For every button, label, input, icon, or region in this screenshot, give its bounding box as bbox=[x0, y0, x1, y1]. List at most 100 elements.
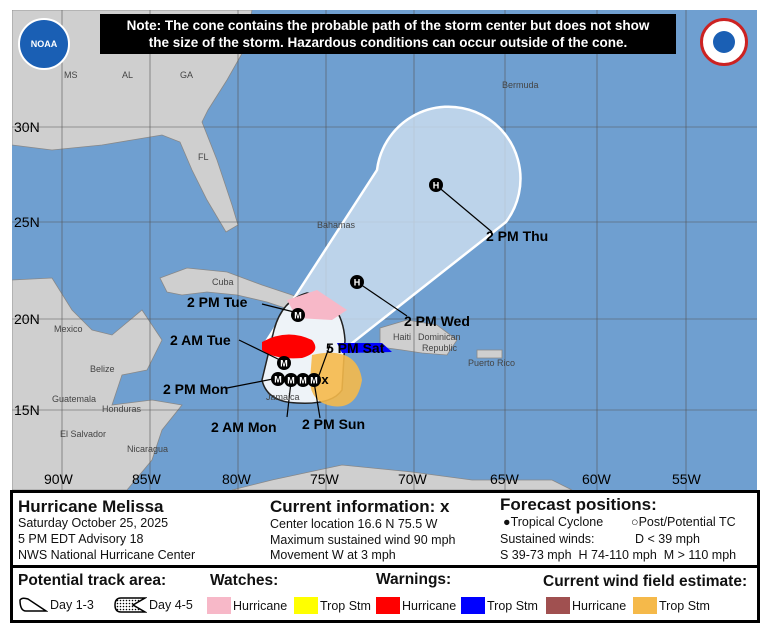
svg-text:AL: AL bbox=[122, 70, 133, 80]
filled-circle-icon: ● bbox=[503, 515, 511, 529]
svg-text:Honduras: Honduras bbox=[102, 404, 142, 414]
svg-text:M: M bbox=[274, 375, 282, 385]
advisory-date: Saturday October 25, 2025 bbox=[18, 516, 169, 530]
central-america bbox=[12, 277, 183, 490]
ts-warning-swatch bbox=[461, 597, 485, 614]
svg-text:85W: 85W bbox=[132, 471, 162, 487]
svg-text:25N: 25N bbox=[14, 214, 40, 230]
tc-label: Tropical Cyclone bbox=[510, 515, 604, 529]
ts-warning-area bbox=[337, 343, 392, 353]
legend-post-tc: ○Post/Potential TC bbox=[631, 515, 736, 529]
open-circle-icon: ○ bbox=[631, 515, 639, 529]
track-points: H H M M M M M M x bbox=[271, 178, 443, 387]
svg-text:2 AM Mon: 2 AM Mon bbox=[211, 419, 277, 435]
forecast-point-2am-mon: M bbox=[284, 373, 298, 387]
note-line-2: the size of the storm. Hazardous conditi… bbox=[148, 35, 628, 50]
forecast-point-2am-sun: M bbox=[307, 373, 321, 387]
svg-text:2 PM Wed: 2 PM Wed bbox=[404, 313, 470, 329]
svg-text:20N: 20N bbox=[14, 311, 40, 327]
cone-day-4-5 bbox=[264, 105, 522, 357]
us-southeast bbox=[12, 10, 253, 233]
svg-text:Dominican: Dominican bbox=[418, 332, 461, 342]
wind-field-title: Current wind field estimate: bbox=[543, 573, 748, 590]
ts-wind-label: Trop Stm bbox=[659, 599, 710, 613]
svg-text:55W: 55W bbox=[672, 471, 702, 487]
hurricane-watch-label: Hurricane bbox=[233, 599, 288, 613]
svg-text:Haiti: Haiti bbox=[393, 332, 411, 342]
svg-text:M: M bbox=[310, 376, 318, 386]
svg-text:M: M bbox=[294, 311, 302, 321]
forecast-point-2pm-tue: M bbox=[291, 308, 305, 322]
svg-text:Cuba: Cuba bbox=[212, 277, 234, 287]
forecast-positions-title: Forecast positions: bbox=[500, 495, 657, 514]
svg-text:90W: 90W bbox=[44, 471, 74, 487]
forecast-point-2pm-mon: M bbox=[271, 372, 285, 386]
svg-text:2 AM Tue: 2 AM Tue bbox=[170, 332, 231, 348]
svg-text:70W: 70W bbox=[398, 471, 428, 487]
day-4-5-icon bbox=[114, 597, 147, 613]
hurricane-watch-swatch bbox=[207, 597, 231, 614]
ts-watch-swatch bbox=[294, 597, 318, 614]
day-1-3-label: Day 1-3 bbox=[50, 598, 94, 612]
puerto-rico bbox=[476, 349, 503, 359]
post-tc-label: Post/Potential TC bbox=[638, 515, 736, 529]
svg-text:MS: MS bbox=[64, 70, 78, 80]
forecast-point-2pm-wed: H bbox=[350, 275, 364, 289]
legend-tropical-cyclone: ●Tropical Cyclone bbox=[503, 515, 603, 529]
note-line-1: Note: The cone contains the probable pat… bbox=[126, 18, 650, 33]
movement: Movement W at 3 mph bbox=[270, 548, 396, 562]
shm-categories: S 39-73 mph H 74-110 mph M > 110 mph bbox=[500, 548, 737, 562]
forecast-point-2am-tue: M bbox=[277, 356, 291, 370]
place-labels: MSALGASCFLBermudaCubaMexicoBelizeGuatema… bbox=[52, 42, 539, 454]
svg-text:Mexico: Mexico bbox=[54, 324, 83, 334]
svg-text:30N: 30N bbox=[14, 119, 40, 135]
nws-logo bbox=[700, 18, 748, 66]
svg-text:GA: GA bbox=[180, 70, 193, 80]
forecast-point-2pm-thu: H bbox=[429, 178, 443, 192]
current-position-marker: x bbox=[321, 372, 329, 387]
svg-text:80W: 80W bbox=[222, 471, 252, 487]
day-1-3-icon bbox=[19, 597, 48, 612]
ts-wind-swatch bbox=[633, 597, 657, 614]
cone-disclaimer: Note: The cone contains the probable pat… bbox=[100, 14, 676, 54]
svg-text:15N: 15N bbox=[14, 402, 40, 418]
issuing-center: NWS National Hurricane Center bbox=[18, 548, 196, 562]
svg-text:2 PM Sun: 2 PM Sun bbox=[302, 416, 365, 432]
day-4-5-label: Day 4-5 bbox=[149, 598, 193, 612]
center-location: Center location 16.6 N 75.5 W bbox=[270, 517, 438, 531]
axis-labels: 90W 85W 80W 75W 70W 65W 60W 55W 30N 25N 20N 15N bbox=[14, 119, 702, 487]
svg-text:El Salvador: El Salvador bbox=[60, 429, 106, 439]
storm-name: Hurricane Melissa bbox=[18, 497, 164, 516]
svg-text:H: H bbox=[433, 181, 440, 191]
hurricane-warning-swatch bbox=[376, 597, 400, 614]
svg-text:2 PM Tue: 2 PM Tue bbox=[187, 294, 248, 310]
svg-text:75W: 75W bbox=[310, 471, 340, 487]
ts-watch-label: Trop Stm bbox=[320, 599, 371, 613]
svg-text:M: M bbox=[280, 359, 288, 369]
svg-text:Republic: Republic bbox=[422, 343, 458, 353]
ts-warning-label: Trop Stm bbox=[487, 599, 538, 613]
track-area-title: Potential track area: bbox=[18, 572, 167, 589]
info-panel: Hurricane Melissa Saturday October 25, 2… bbox=[10, 490, 760, 568]
svg-text:Guatemala: Guatemala bbox=[52, 394, 96, 404]
south-america bbox=[231, 464, 573, 490]
forecast-point-2pm-sun: M bbox=[296, 373, 310, 387]
sustained-winds-label: Sustained winds: bbox=[500, 532, 595, 546]
svg-text:5 PM Sat: 5 PM Sat bbox=[326, 340, 385, 356]
svg-text:H: H bbox=[354, 278, 361, 288]
svg-text:Nicaragua: Nicaragua bbox=[127, 444, 168, 454]
advisory-number: 5 PM EDT Advisory 18 bbox=[18, 532, 144, 546]
svg-text:Jamaica: Jamaica bbox=[266, 392, 300, 402]
svg-text:Belize: Belize bbox=[90, 364, 115, 374]
hurricane-wind-label: Hurricane bbox=[572, 599, 627, 613]
svg-text:Puerto Rico: Puerto Rico bbox=[468, 358, 515, 368]
max-wind: Maximum sustained wind 90 mph bbox=[270, 533, 456, 547]
hurricane-warning-area bbox=[262, 334, 316, 359]
landmasses bbox=[12, 10, 573, 490]
forecast-map: H H M M M M M M x 2 PM Thu 2 PM Wed 2 PM… bbox=[12, 10, 757, 490]
svg-text:Bahamas: Bahamas bbox=[317, 220, 356, 230]
forecast-labels: 2 PM Thu 2 PM Wed 2 PM Tue 2 AM Tue 5 PM… bbox=[163, 228, 548, 435]
warnings-title: Warnings: bbox=[376, 571, 452, 588]
d-category: D < 39 mph bbox=[635, 532, 700, 546]
